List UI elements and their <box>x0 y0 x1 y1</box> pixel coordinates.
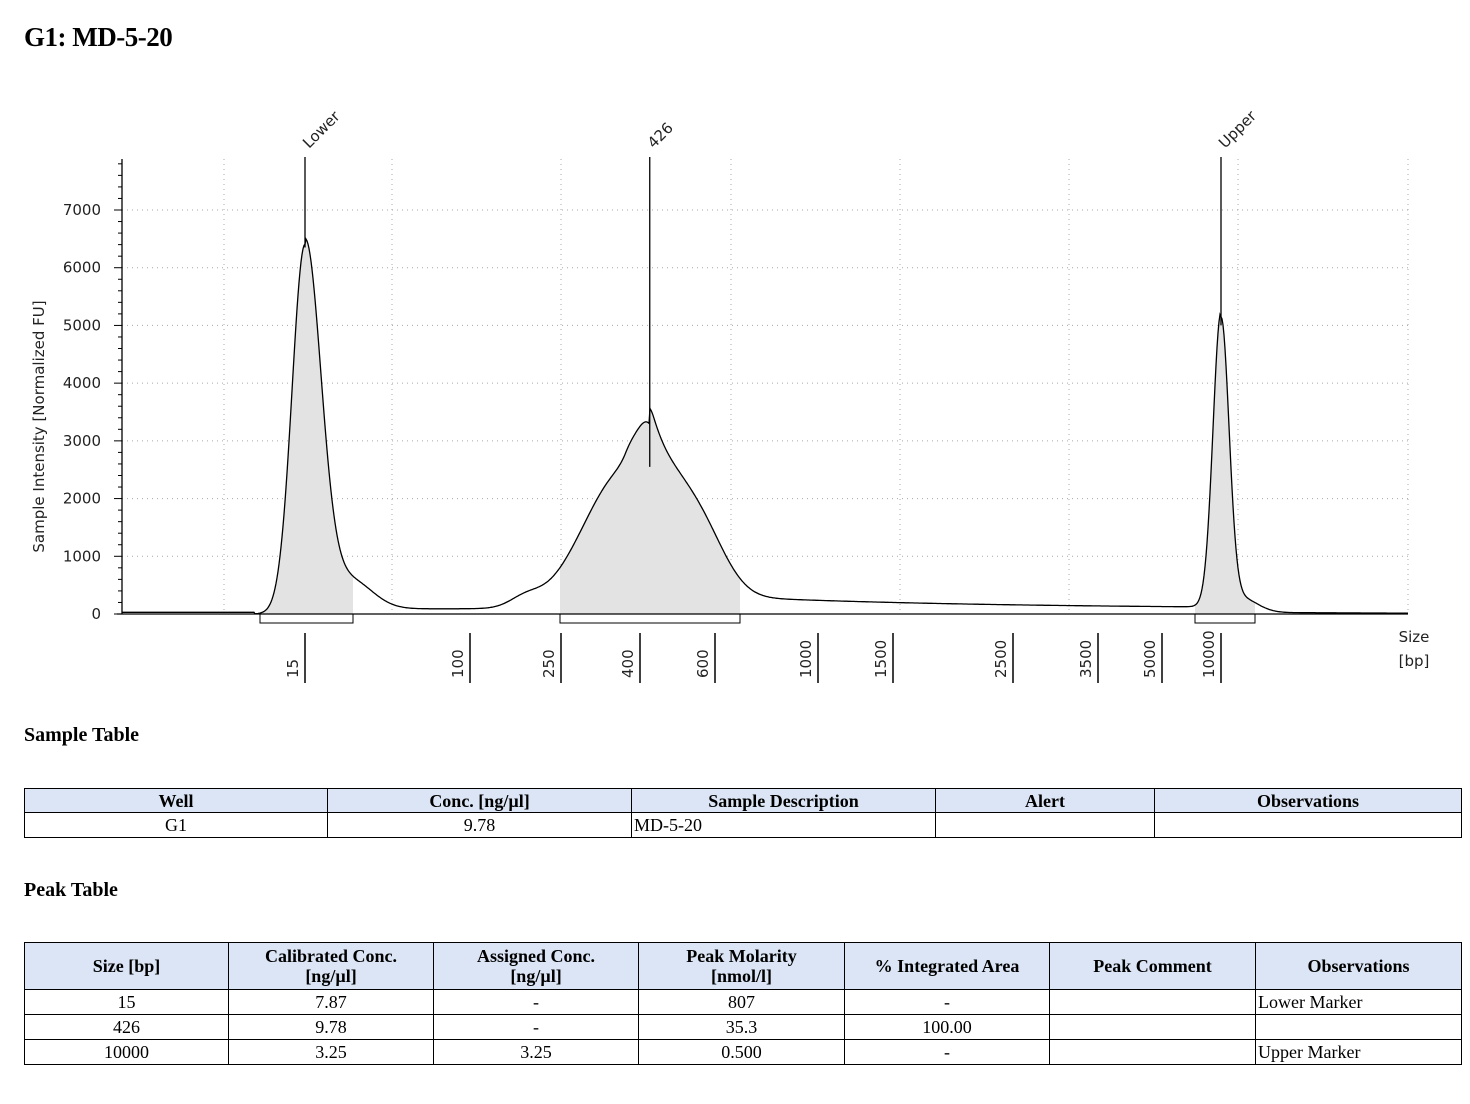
peak-col-comment: Peak Comment <box>1049 942 1256 990</box>
peak-bracket <box>559 614 741 624</box>
sample-observations <box>1154 812 1462 838</box>
y-tick-label: 2000 <box>63 490 101 508</box>
electropherogram-chart: 0 1000 2000 3000 4000 5000 6000 7000 Sample Inte… <box>30 106 1430 683</box>
peak-col-molarity-label: Peak Molarity <box>686 946 797 966</box>
x-tick-label: 600 <box>694 649 712 678</box>
peak-col-integrated-label: % Integrated Area <box>874 956 1020 976</box>
peak-observations: Upper Marker <box>1255 1039 1462 1065</box>
peak-comment <box>1049 989 1256 1015</box>
peak-comment <box>1049 1039 1256 1065</box>
peak-area-fill <box>260 239 353 614</box>
x-axis-unit: [bp] <box>1399 652 1430 670</box>
peak-bracket <box>1194 614 1256 624</box>
sample-col-description: Sample Description <box>631 788 936 813</box>
peak-col-calibrated-unit: [ng/µl] <box>305 966 357 986</box>
peak-area-fill <box>560 408 740 614</box>
peak-integrated-area: - <box>844 1039 1050 1065</box>
y-tick-label: 6000 <box>63 259 101 277</box>
x-tick-label: 15 <box>284 659 302 678</box>
sample-conc: 9.78 <box>327 812 632 838</box>
sample-alert <box>935 812 1155 838</box>
peak-integrated-area: 100.00 <box>844 1014 1050 1040</box>
sample-col-observations: Observations <box>1154 788 1462 813</box>
y-tick-label: 4000 <box>63 374 101 392</box>
x-tick-label: 100 <box>449 649 467 678</box>
peak-molarity: 807 <box>638 989 845 1015</box>
x-tick-label: 3500 <box>1077 640 1095 678</box>
peak-area-fill <box>1195 314 1255 614</box>
table-row: G1 9.78 MD-5-20 <box>24 812 1462 838</box>
peak-integrated-area: - <box>844 989 1050 1015</box>
x-tick-label: 1500 <box>872 640 890 678</box>
sample-description: MD-5-20 <box>631 812 936 838</box>
peak-size: 426 <box>24 1014 229 1040</box>
peak-col-calibrated-conc: Calibrated Conc. [ng/µl] <box>228 942 434 990</box>
peak-col-size-label: Size [bp] <box>92 956 161 976</box>
peak-table: Size [bp] Calibrated Conc. [ng/µl] Assign… <box>24 942 1462 1065</box>
trace-line <box>122 237 1408 615</box>
x-tick-label: 10000 <box>1200 630 1218 678</box>
y-tick-label: 0 <box>91 605 101 623</box>
y-tick-label: 1000 <box>63 547 101 565</box>
peak-assigned-conc: 3.25 <box>433 1039 639 1065</box>
y-tick-label: 3000 <box>63 432 101 450</box>
peak-assigned-conc: - <box>433 1014 639 1040</box>
x-tick-label: 2500 <box>992 640 1010 678</box>
peak-observations <box>1255 1014 1462 1040</box>
y-axis-label: Sample Intensity [Normalized FU] <box>30 300 48 552</box>
sample-table: Well Conc. [ng/µl] Sample Description Al… <box>24 788 1462 838</box>
peak-col-molarity-unit: [nmol/l] <box>711 966 772 986</box>
peak-molarity: 0.500 <box>638 1039 845 1065</box>
sample-col-well: Well <box>24 788 328 813</box>
table-row: 15 7.87 - 807 - Lower Marker <box>24 989 1462 1015</box>
peak-col-comment-label: Peak Comment <box>1093 956 1212 976</box>
peak-label: Lower <box>299 107 344 152</box>
peak-label: 426 <box>644 119 677 152</box>
peak-col-molarity: Peak Molarity [nmol/l] <box>638 942 845 990</box>
table-row: 426 9.78 - 35.3 100.00 <box>24 1014 1462 1040</box>
y-tick-label: 5000 <box>63 316 101 334</box>
peak-assigned-conc: - <box>433 989 639 1015</box>
peak-col-integrated-area: % Integrated Area <box>844 942 1050 990</box>
peak-observations: Lower Marker <box>1255 989 1462 1015</box>
sample-table-header-row: Well Conc. [ng/µl] Sample Description Al… <box>24 788 1462 813</box>
peak-col-assigned-conc: Assigned Conc. [ng/µl] <box>433 942 639 990</box>
peak-size: 10000 <box>24 1039 229 1065</box>
peak-calibrated-conc: 3.25 <box>228 1039 434 1065</box>
x-tick-label: 400 <box>619 649 637 678</box>
peak-col-size: Size [bp] <box>24 942 229 990</box>
peak-bracket <box>259 614 354 624</box>
peak-table-header-row: Size [bp] Calibrated Conc. [ng/µl] Assign… <box>24 942 1462 990</box>
peak-col-assigned-label: Assigned Conc. <box>476 946 596 966</box>
page-title: G1: MD-5-20 <box>24 22 173 52</box>
y-tick-label: 7000 <box>63 201 101 219</box>
peak-molarity: 35.3 <box>638 1014 845 1040</box>
peak-col-assigned-unit: [ng/µl] <box>510 966 562 986</box>
peak-table-title: Peak Table <box>24 879 118 901</box>
peak-col-observations: Observations <box>1255 942 1462 990</box>
sample-table-title: Sample Table <box>24 724 140 746</box>
peak-calibrated-conc: 9.78 <box>228 1014 434 1040</box>
sample-col-alert: Alert <box>935 788 1155 813</box>
peak-col-calibrated-label: Calibrated Conc. <box>265 946 397 966</box>
x-tick-label: 250 <box>540 649 558 678</box>
peak-calibrated-conc: 7.87 <box>228 989 434 1015</box>
peak-size: 15 <box>24 989 229 1015</box>
x-axis-label: Size <box>1399 628 1430 646</box>
peak-col-observations-label: Observations <box>1307 956 1410 976</box>
sample-col-conc: Conc. [ng/µl] <box>327 788 632 813</box>
x-tick-label: 5000 <box>1141 640 1159 678</box>
x-tick-label: 1000 <box>797 640 815 678</box>
sample-well: G1 <box>24 812 328 838</box>
peak-label: Upper <box>1215 106 1260 151</box>
table-row: 10000 3.25 3.25 0.500 - Upper Marker <box>24 1039 1462 1065</box>
peak-comment <box>1049 1014 1256 1040</box>
